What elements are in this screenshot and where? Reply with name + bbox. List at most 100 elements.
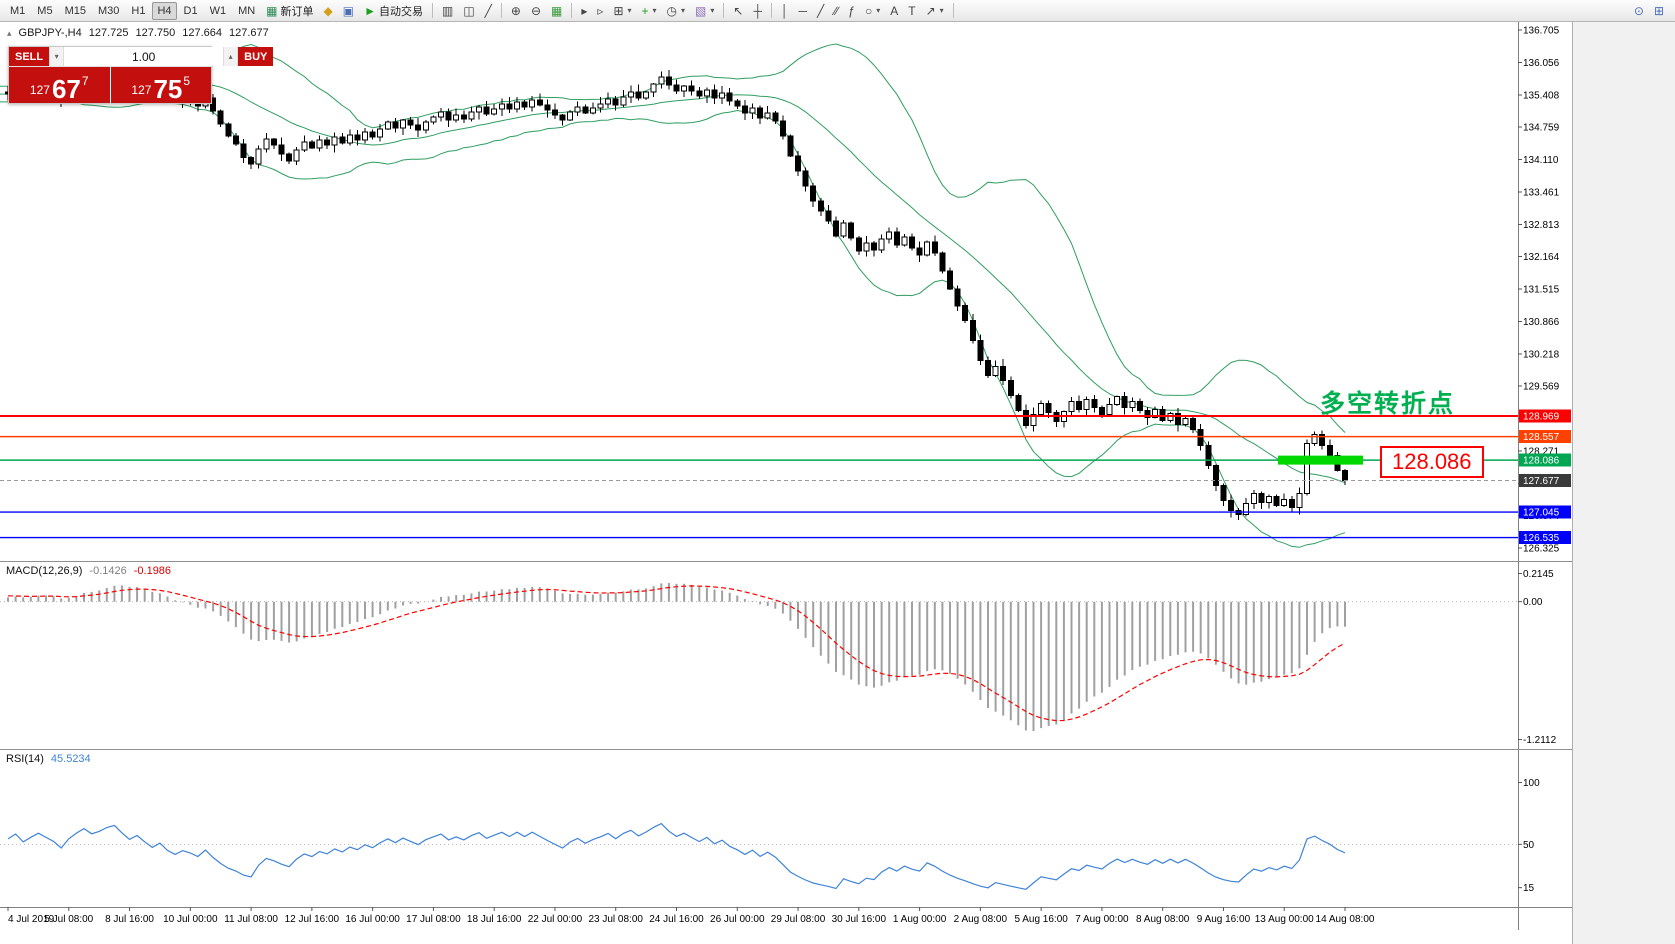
svg-text:12 Jul 16:00: 12 Jul 16:00 [285, 914, 340, 925]
rsi-panel[interactable] [0, 822, 1518, 890]
one-click-top-row: SELL ▾ ▴ BUY [9, 47, 274, 67]
svg-text:22 Jul 00:00: 22 Jul 00:00 [528, 914, 583, 925]
timeframe-m30-button[interactable]: M30 [93, 2, 124, 20]
svg-text:127.045: 127.045 [1523, 508, 1560, 519]
text-button[interactable]: A [886, 2, 902, 20]
svg-text:17 Jul 08:00: 17 Jul 08:00 [406, 914, 461, 925]
timeframe-d1-button[interactable]: D1 [179, 2, 203, 20]
sell-button[interactable]: SELL [9, 47, 50, 66]
rsi-indicator-label: RSI(14) 45.5234 [6, 753, 91, 765]
svg-text:128.969: 128.969 [1523, 412, 1560, 423]
svg-text:133.461: 133.461 [1523, 187, 1560, 198]
new-order-button[interactable]: ▦ 新订单 [262, 2, 317, 20]
buy-price-big: 75 [153, 74, 183, 104]
main-toolbar: M1 M5 M15 M30 H1 H4 D1 W1 MN ⊙ ⊞ ▦ 新订单 ◆ ▣ ► 自动交易 ▥ ◫ ╱ ⊕ ⊖ ▦… [0, 0, 1675, 22]
timeframe-m15-button[interactable]: M15 [60, 2, 91, 20]
volume-increase-button[interactable]: ▴ [223, 47, 239, 66]
tile-windows-button[interactable]: ▦ [547, 2, 566, 20]
periods-button[interactable]: ◷ ▾ [663, 2, 690, 20]
volume-input[interactable] [64, 47, 224, 66]
print-button[interactable]: ▣ [339, 2, 358, 20]
vertical-line-icon: │ [780, 3, 789, 18]
turning-point-annotation[interactable]: 多空转折点 [1320, 390, 1456, 418]
autotrading-icon: ► [364, 3, 376, 18]
macd-signal-line [7, 585, 1346, 722]
toolbar-right-group: ⊙ ⊞ [1629, 2, 1669, 20]
shapes-button[interactable]: ○ ▾ [861, 2, 884, 20]
new-chart-icon: ⊞ [613, 3, 624, 18]
buy-button[interactable]: BUY [238, 47, 274, 66]
candlesticks [5, 56, 1348, 520]
price-chart[interactable] [0, 43, 1518, 548]
svg-text:29 Jul 08:00: 29 Jul 08:00 [771, 914, 826, 925]
svg-text:0.2145: 0.2145 [1523, 569, 1554, 580]
templates-button[interactable]: ▧ ▾ [691, 2, 718, 20]
crosshair-button[interactable]: ┼ [749, 2, 766, 20]
price-scale[interactable]: 136.705 136.056 135.408 134.759 134.110 133.4… [1518, 22, 1571, 930]
shapes-icon: ○ [864, 3, 873, 18]
bar-chart-button[interactable]: ▥ [438, 2, 457, 20]
macd-panel[interactable] [0, 582, 1518, 732]
svg-text:134.759: 134.759 [1523, 123, 1560, 134]
rsi-scale[interactable]: 100 50 15 [1518, 778, 1540, 894]
label-button[interactable]: T [904, 2, 919, 20]
trendline-button[interactable]: ╱ [813, 2, 828, 20]
fibonacci-button[interactable]: ƒ [844, 2, 859, 20]
svg-text:132.164: 132.164 [1523, 252, 1560, 263]
metaeditor-button[interactable]: ◆ [320, 2, 337, 20]
symbol-timeframe: GBPJPY-,H4 [18, 27, 82, 39]
one-click-collapse-icon[interactable]: ▴ [7, 27, 12, 38]
toolbar-separator [571, 3, 573, 18]
price-callout-label[interactable]: 128.086 [1380, 446, 1484, 478]
svg-text:14 Aug 08:00: 14 Aug 08:00 [1316, 914, 1375, 925]
arrows-button[interactable]: ↗ ▾ [922, 2, 948, 20]
horizontal-levels[interactable] [0, 415, 1518, 539]
svg-text:18 Jul 16:00: 18 Jul 16:00 [467, 914, 522, 925]
svg-text:-1.2112: -1.2112 [1523, 735, 1557, 746]
volume-decrease-button[interactable]: ▾ [49, 47, 65, 66]
svg-text:1 Aug 00:00: 1 Aug 00:00 [893, 914, 947, 925]
zoom-out-button[interactable]: ⊖ [527, 2, 545, 20]
channel-button[interactable]: ∕∕ [830, 2, 842, 20]
cursor-button[interactable]: ↖ [729, 2, 747, 20]
autotrading-button[interactable]: ► 自动交易 [360, 2, 427, 20]
zoom-out-icon: ⊖ [530, 3, 542, 18]
svg-text:128.557: 128.557 [1523, 432, 1560, 443]
layout-button[interactable]: ⊞ [1650, 2, 1668, 20]
timeframe-h4-button[interactable]: H4 [152, 1, 177, 20]
timeframe-h1-button[interactable]: H1 [126, 2, 150, 20]
tile-windows-icon: ▦ [551, 3, 563, 18]
svg-text:8 Aug 08:00: 8 Aug 08:00 [1136, 914, 1190, 925]
macd-scale[interactable]: 0.2145 0.00 -1.2112 [1518, 569, 1557, 746]
auto-scroll-button[interactable]: ▸ [577, 2, 591, 20]
svg-text:2 Aug 08:00: 2 Aug 08:00 [954, 914, 1008, 925]
sell-price-prefix: 127 [29, 83, 50, 97]
svg-text:131.515: 131.515 [1523, 285, 1560, 296]
indicators-button[interactable]: + ▾ [638, 2, 661, 20]
horizontal-line-button[interactable]: ─ [794, 2, 811, 20]
timeframe-m1-button[interactable]: M1 [5, 2, 30, 20]
timeframe-m5-button[interactable]: M5 [32, 2, 57, 20]
vertical-line-button[interactable]: │ [777, 2, 793, 20]
line-chart-button[interactable]: ╱ [481, 2, 496, 20]
metaeditor-icon: ◆ [323, 3, 333, 18]
highlight-bar[interactable] [1278, 455, 1363, 465]
svg-text:13 Aug 00:00: 13 Aug 00:00 [1255, 914, 1314, 925]
buy-price-button[interactable]: 127 75 5 [110, 67, 211, 104]
sell-price-button[interactable]: 127 67 7 [9, 67, 110, 103]
chart-shift-icon: ▹ [597, 3, 604, 18]
timeframe-mn-button[interactable]: MN [233, 2, 260, 20]
candlestick-chart-button[interactable]: ◫ [459, 2, 478, 20]
macd-histogram [7, 582, 1346, 732]
trendline-icon: ╱ [817, 3, 825, 18]
search-button[interactable]: ⊙ [1630, 2, 1648, 20]
timeframe-w1-button[interactable]: W1 [205, 2, 232, 20]
chart-shift-button[interactable]: ▹ [593, 2, 607, 20]
cursor-icon: ↖ [733, 3, 744, 18]
print-icon: ▣ [342, 3, 355, 18]
new-chart-button[interactable]: ⊞ ▾ [609, 2, 635, 20]
zoom-in-button[interactable]: ⊕ [507, 2, 525, 20]
svg-text:7 Aug 00:00: 7 Aug 00:00 [1075, 914, 1129, 925]
macd-signal-value: -0.1986 [133, 565, 172, 577]
